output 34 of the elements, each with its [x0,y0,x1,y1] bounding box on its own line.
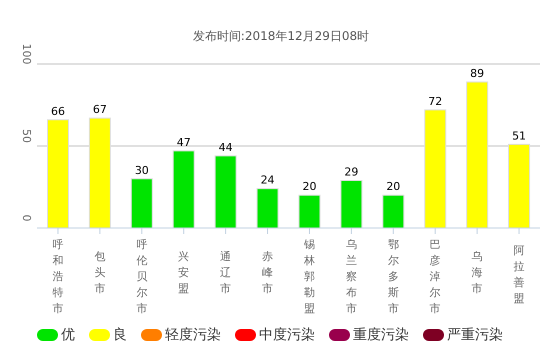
x-tick-label: 巴彦淖尔市 [430,238,441,315]
legend-label: 重度污染 [352,326,409,344]
data-label: 30 [134,164,149,177]
data-label: 51 [512,129,526,142]
data-label: 47 [176,136,191,149]
data-label: 29 [344,165,358,178]
x-tick-label: 通辽市 [220,250,232,295]
data-label: 72 [428,94,442,108]
legend-label: 严重污染 [446,326,503,344]
data-label: 20 [302,180,316,194]
legend-label: 良 [112,326,127,344]
y-tick-label: 100 [20,44,33,64]
y-tick-label: 0 [20,214,33,222]
data-label: 44 [218,140,233,154]
x-tick-label: 鄂尔多斯市 [388,238,399,315]
x-tick-label: 兴安盟 [178,250,190,295]
data-label: 67 [92,103,107,116]
x-tick-label: 赤峰市 [262,250,274,295]
legend-label: 轻度污染 [164,326,221,344]
x-tick-label: 乌海市 [472,250,483,295]
x-tick-label: 乌兰察布市 [346,238,357,315]
legend-label: 中度污染 [258,326,315,344]
x-tick-label: 包头市 [94,250,106,295]
x-tick-label: 呼伦贝尔市 [136,238,148,315]
x-tick-label: 呼和浩特市 [52,238,64,315]
data-label: 66 [50,104,65,118]
x-tick-label: 阿拉善盟 [514,244,525,305]
chart-title: 发布时间:2018年12月29日08时 [192,28,370,45]
x-tick-label: 锡林郭勒盟 [302,238,315,315]
data-label: 89 [470,67,484,80]
y-tick-label: 50 [20,129,33,143]
legend-label: 优 [60,326,75,344]
data-label: 24 [260,174,275,187]
data-label: 20 [386,180,400,194]
